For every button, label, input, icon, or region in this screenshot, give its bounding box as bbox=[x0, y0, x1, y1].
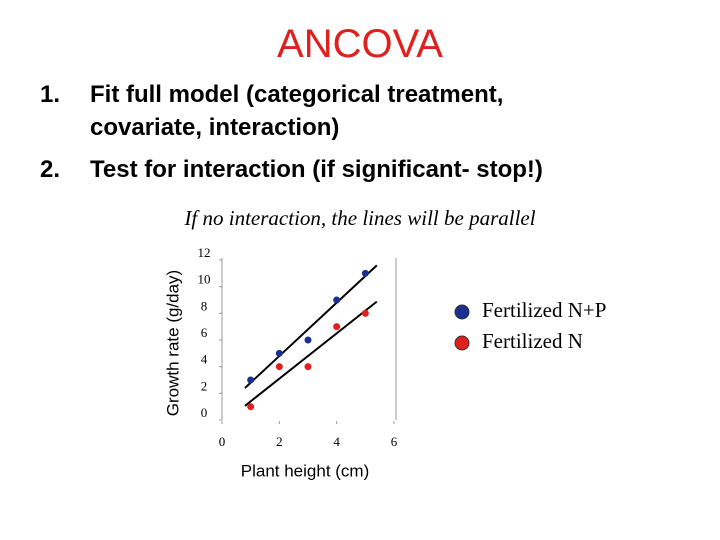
legend-marker bbox=[454, 335, 470, 351]
item-number: 2. bbox=[40, 156, 61, 183]
item-text: Fit full model (categorical treatment, c… bbox=[90, 81, 504, 141]
y-tick-label: 6 bbox=[201, 325, 208, 340]
item-number: 1. bbox=[40, 81, 61, 108]
y-tick-label: 8 bbox=[201, 298, 208, 313]
y-axis-label: Growth rate (g/day) bbox=[163, 270, 182, 416]
point bbox=[275, 363, 283, 371]
point bbox=[275, 349, 283, 357]
x-axis-label: Plant height (cm) bbox=[241, 461, 370, 480]
point bbox=[361, 309, 369, 317]
note: If no interaction, the lines will be par… bbox=[184, 206, 536, 230]
y-tick-label: 10 bbox=[198, 272, 211, 287]
x-tick-label: 6 bbox=[391, 434, 398, 449]
point bbox=[333, 323, 341, 331]
x-tick-label: 0 bbox=[219, 434, 226, 449]
point bbox=[247, 376, 255, 384]
y-tick-label: 4 bbox=[201, 352, 208, 367]
y-tick-label: 2 bbox=[201, 378, 208, 393]
item-text: Test for interaction (if significant- st… bbox=[90, 156, 543, 183]
legend-marker bbox=[454, 304, 470, 320]
slide-title: ANCOVA bbox=[277, 22, 443, 66]
point bbox=[304, 363, 312, 371]
y-tick-label: 12 bbox=[198, 245, 211, 260]
legend-label: Fertilized N bbox=[482, 329, 583, 353]
y-tick-label: 0 bbox=[201, 405, 208, 420]
point bbox=[361, 269, 369, 277]
point bbox=[304, 336, 312, 344]
trend-line bbox=[244, 300, 378, 407]
point bbox=[333, 296, 341, 304]
x-tick-label: 2 bbox=[276, 434, 283, 449]
point bbox=[247, 403, 255, 411]
legend-label: Fertilized N+P bbox=[482, 298, 606, 322]
trend-line bbox=[244, 264, 378, 389]
x-tick-label: 4 bbox=[333, 434, 340, 449]
